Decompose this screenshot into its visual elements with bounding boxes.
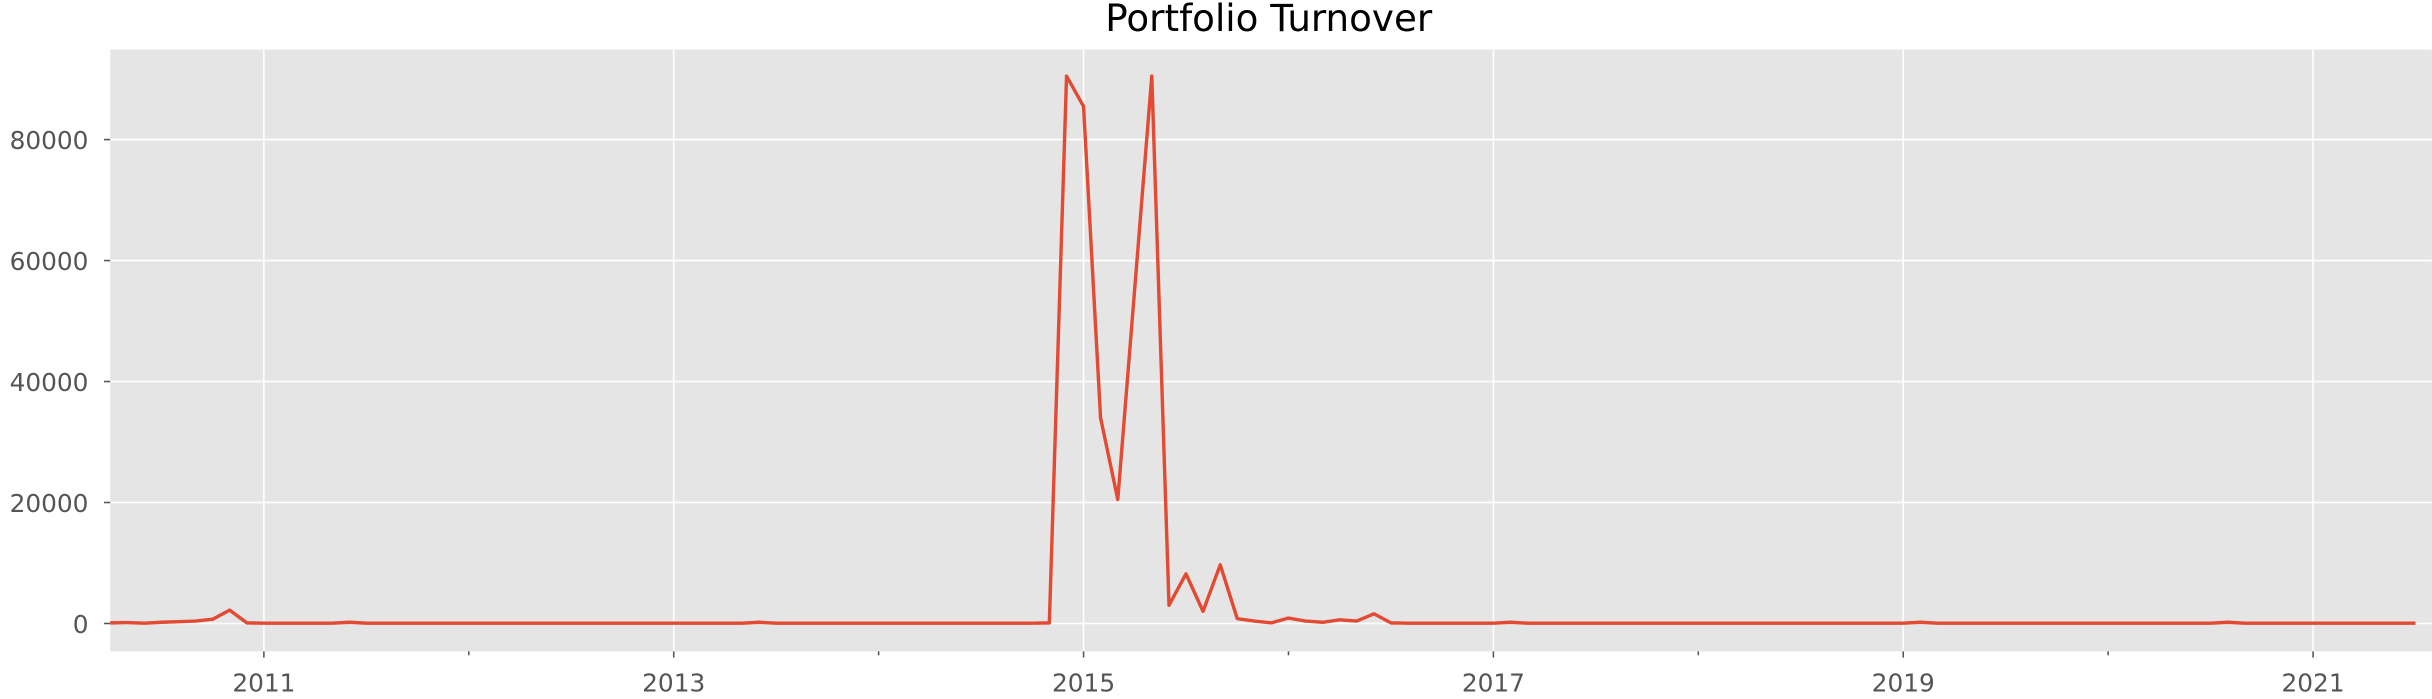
x-tick-label: 2015 — [1052, 669, 1115, 698]
data-line — [110, 74, 2416, 625]
y-tick-label: 80000 — [10, 126, 89, 155]
plot-area — [110, 49, 2432, 652]
y-tick-label: 0 — [73, 610, 89, 639]
x-tick-label: 2017 — [1462, 669, 1525, 698]
y-tick-label: 40000 — [10, 368, 89, 397]
x-tick-label: 2013 — [642, 669, 705, 698]
x-tick-label: 2021 — [2282, 669, 2345, 698]
x-tick-label: 2011 — [232, 669, 295, 698]
chart-title: Portfolio Turnover — [1105, 0, 1433, 40]
x-tick-label: 2019 — [1872, 669, 1935, 698]
y-tick-label: 60000 — [10, 247, 89, 276]
y-tick-label: 20000 — [10, 489, 89, 518]
